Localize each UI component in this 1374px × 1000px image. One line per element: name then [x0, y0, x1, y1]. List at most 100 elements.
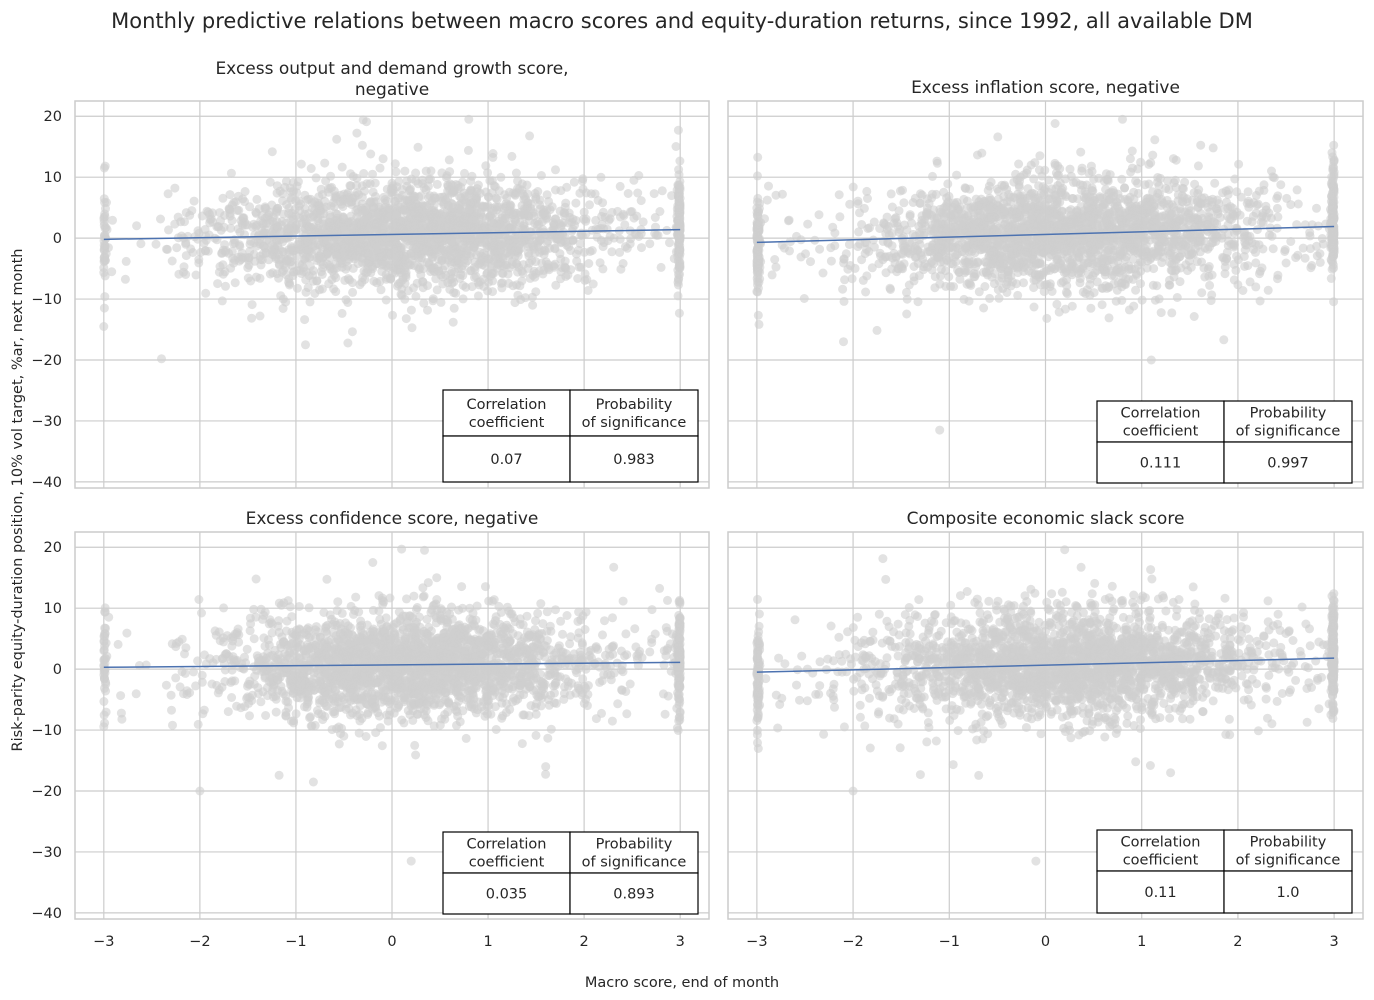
scatter-point [839, 296, 849, 306]
scatter-point [264, 218, 274, 228]
scatter-point [1109, 238, 1119, 248]
scatter-point [1258, 208, 1268, 218]
scatter-point [637, 243, 646, 253]
scatter-point [267, 147, 277, 157]
scatter-point [326, 222, 335, 232]
scatter-point [1196, 140, 1206, 150]
scatter-point [163, 189, 173, 199]
scatter-point [488, 152, 498, 162]
scatter-point [675, 214, 685, 224]
scatter-point [928, 171, 937, 181]
scatter-point [391, 167, 401, 177]
scatter-point [657, 186, 667, 196]
scatter-point [1154, 294, 1164, 304]
scatter-point [1223, 189, 1233, 199]
scatter-point [156, 214, 165, 224]
scatter-point [568, 235, 578, 245]
scatter-point [1265, 230, 1274, 240]
scatter-point [305, 297, 315, 307]
scatter-point [1326, 274, 1336, 283]
scatter-point [1197, 288, 1207, 298]
scatter-point [409, 283, 418, 293]
scatter-point [1280, 245, 1290, 255]
scatter-point [1053, 221, 1063, 231]
scatter-point [531, 287, 541, 297]
scatter-point [899, 220, 909, 230]
scatter-point [1200, 193, 1209, 203]
scatter-point [752, 203, 762, 213]
scatter-point [181, 251, 191, 261]
scatter-point [574, 245, 583, 255]
scatter-point [375, 163, 385, 173]
scatter-point [273, 203, 283, 213]
scatter-point [432, 285, 442, 295]
scatter-point [366, 149, 376, 159]
scatter-point [1251, 282, 1261, 292]
scatter-point [599, 224, 609, 234]
scatter-point [902, 309, 912, 319]
scatter-point [464, 114, 474, 124]
scatter-point [1219, 335, 1229, 345]
scatter-point [1190, 179, 1200, 189]
scatter-point [890, 214, 900, 224]
scatter-point [762, 195, 772, 205]
scatter-point [99, 194, 109, 204]
scatter-point [285, 279, 295, 288]
scatter-point [451, 255, 461, 265]
scatter-point [460, 168, 469, 178]
scatter-point [466, 266, 476, 275]
scatter-point [136, 239, 146, 249]
scatter-point [1298, 243, 1308, 253]
scatter-point [301, 275, 311, 285]
scatter-point [605, 232, 615, 241]
scatter-point [357, 140, 367, 150]
scatter-point [1113, 201, 1123, 211]
scatter-point [260, 243, 270, 253]
scatter-point [358, 115, 368, 125]
scatter-point [551, 185, 560, 195]
scatter-point [100, 271, 110, 281]
scatter-point [598, 264, 608, 274]
scatter-point [754, 319, 764, 329]
scatter-point [457, 264, 467, 274]
scatter-point [458, 281, 468, 290]
scatter-point [830, 228, 840, 238]
scatter-point [582, 275, 592, 284]
scatter-point [674, 234, 684, 244]
scatter-point [531, 257, 541, 267]
scatter-point [176, 217, 186, 227]
scatter-point [310, 289, 320, 298]
scatter-point [986, 263, 996, 272]
scatter-point [436, 297, 446, 307]
scatter-point [806, 257, 815, 267]
scatter-point [386, 188, 396, 197]
scatter-point [162, 244, 171, 254]
scatter-point [100, 252, 110, 262]
scatter-point [395, 193, 405, 203]
scatter-point [100, 211, 110, 221]
scatter-point [458, 294, 468, 304]
scatter-point [673, 125, 683, 135]
scatter-point [1144, 179, 1154, 189]
scatter-point [260, 203, 270, 213]
scatter-point [445, 167, 455, 177]
scatter-point [343, 338, 353, 348]
scatter-point [550, 243, 559, 253]
scatter-point [301, 340, 310, 350]
scatter-point [1076, 147, 1086, 157]
scatter-point [336, 258, 345, 268]
scatter-point [345, 275, 354, 285]
scatter-point [1193, 161, 1203, 171]
scatter-point [916, 189, 925, 199]
scatter-point [429, 200, 439, 210]
scatter-point [1014, 159, 1024, 169]
scatter-point [1273, 270, 1283, 280]
scatter-point [1104, 313, 1114, 323]
y-tick-label: −40 [31, 475, 62, 491]
scatter-point [440, 192, 450, 202]
scatter-point [483, 168, 493, 178]
scatter-point [354, 244, 364, 254]
scatter-point [675, 244, 685, 254]
scatter-point [1101, 169, 1111, 179]
scatter-point [246, 276, 256, 286]
